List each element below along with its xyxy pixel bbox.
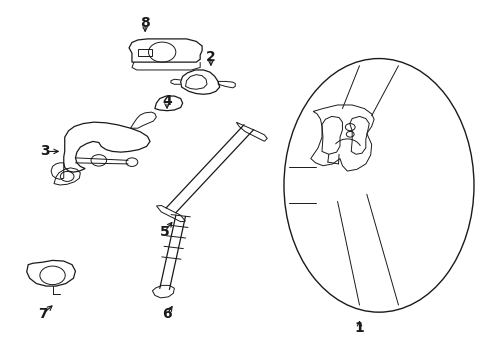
Text: 6: 6 [162,307,172,321]
Text: 1: 1 [355,321,365,335]
Text: 5: 5 [160,225,170,239]
Text: 7: 7 [38,307,48,321]
Text: 8: 8 [140,16,150,30]
Text: 2: 2 [206,50,216,64]
Text: 4: 4 [162,94,172,108]
Text: 3: 3 [41,144,50,158]
